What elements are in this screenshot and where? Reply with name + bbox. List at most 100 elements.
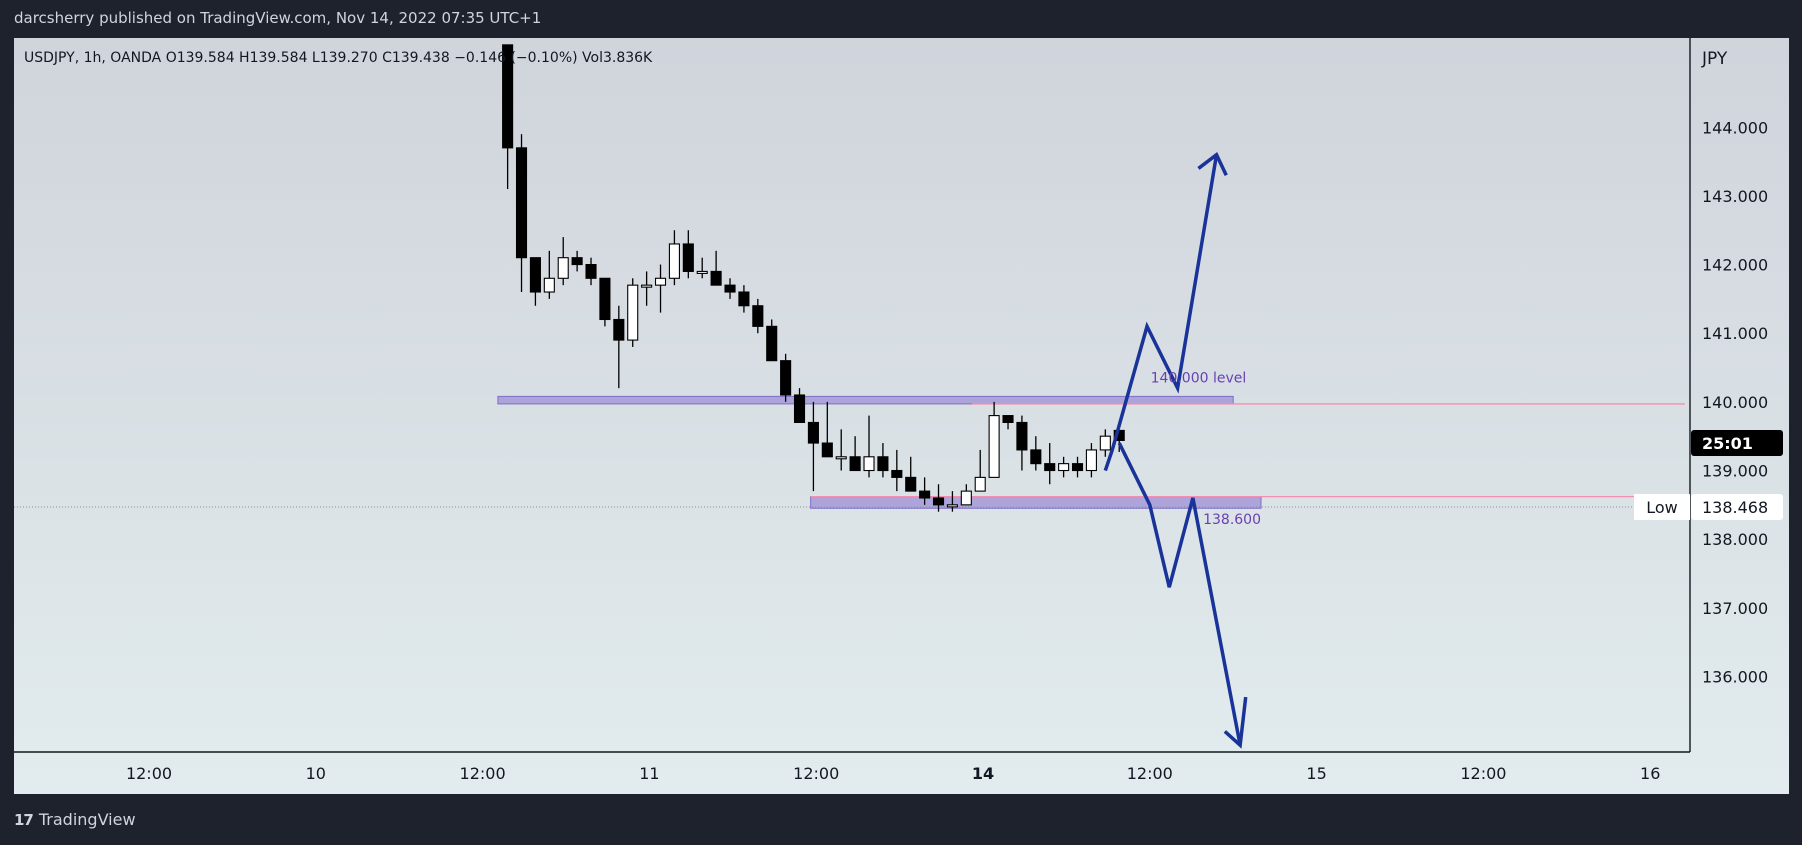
candle[interactable]: [682, 230, 694, 279]
candle[interactable]: [891, 449, 903, 492]
tradingview-logo-icon: 17: [14, 810, 34, 829]
candle-body-bullish: [654, 277, 667, 286]
candle-body-bullish: [696, 270, 708, 274]
candle[interactable]: [696, 257, 708, 279]
price-badge-text: 25:01: [1702, 434, 1753, 453]
candle-body-bearish: [515, 147, 528, 259]
candle[interactable]: [919, 477, 931, 505]
candle[interactable]: [543, 250, 555, 299]
candle-body-bearish: [766, 325, 778, 362]
candle[interactable]: [599, 277, 611, 327]
candle[interactable]: [557, 237, 569, 286]
candle[interactable]: [946, 491, 958, 512]
candle[interactable]: [1002, 415, 1014, 430]
candle-body-bearish: [905, 476, 917, 492]
time-tick-label: 16: [1640, 764, 1660, 783]
candle[interactable]: [960, 484, 972, 506]
publish-caption: darcsherry published on TradingView.com,…: [14, 9, 542, 27]
candle[interactable]: [974, 449, 986, 492]
candle[interactable]: [1016, 415, 1028, 471]
level-annotation-label: 138.600: [1203, 512, 1261, 528]
candle[interactable]: [821, 401, 833, 458]
candle-body-bullish: [988, 415, 1000, 478]
candle[interactable]: [613, 305, 625, 389]
price-axis-badge[interactable]: Low 138.468: [1634, 494, 1783, 521]
candle-body-bullish: [557, 257, 569, 279]
candle[interactable]: [1058, 456, 1070, 478]
time-axis[interactable]: 12:00 10 12:00 11 12:00 14 12:00 15 12:00 16: [126, 764, 1660, 783]
price-axis-badge[interactable]: 25:01: [1691, 430, 1783, 457]
bullish-projection-arrow[interactable]: [1103, 154, 1219, 472]
candle-body-bullish: [960, 490, 972, 506]
candle[interactable]: [1099, 429, 1111, 457]
candle[interactable]: [571, 250, 583, 272]
candle[interactable]: [1044, 443, 1056, 485]
arrow-head: [1197, 152, 1228, 177]
candle[interactable]: [627, 278, 639, 347]
candle-body-bearish: [613, 318, 625, 341]
candle[interactable]: [793, 388, 806, 424]
candle[interactable]: [1085, 443, 1097, 478]
candle[interactable]: [654, 264, 667, 313]
chart-canvas[interactable]: 140.000 level 138.600 136.000 137.000 138.0…: [14, 38, 1789, 794]
candle-body-bearish: [932, 497, 945, 506]
candle-body-bullish: [668, 243, 680, 279]
time-tick-label: 14: [972, 764, 994, 783]
candle[interactable]: [780, 353, 792, 402]
candle[interactable]: [515, 134, 528, 293]
price-tick-label: 144.000: [1702, 118, 1768, 137]
candle-body-bullish: [863, 456, 875, 472]
chart-frame[interactable]: 140.000 level 138.600 136.000 137.000 138.0…: [14, 38, 1789, 794]
candle-body-bearish: [821, 442, 833, 458]
candle-body-bearish: [1002, 415, 1014, 424]
candle[interactable]: [1071, 456, 1084, 478]
candle-body-bearish: [710, 270, 722, 286]
candle-body-bearish: [1030, 449, 1042, 465]
candle-body-bullish: [946, 504, 958, 508]
candle[interactable]: [835, 429, 847, 471]
level-annotation-label: 140.000 level: [1151, 371, 1247, 387]
candle-body-bearish: [724, 284, 736, 293]
candle-body-bearish: [738, 291, 750, 307]
candle[interactable]: [932, 484, 945, 512]
candle-body-bearish: [919, 490, 931, 499]
candle[interactable]: [1030, 436, 1042, 471]
candle[interactable]: [724, 278, 736, 299]
candle[interactable]: [905, 456, 917, 492]
candle[interactable]: [766, 319, 778, 362]
candle-body-bearish: [585, 264, 597, 279]
symbol-info-line: USDJPY, 1h, OANDA O139.584 H139.584 L139…: [24, 50, 653, 66]
time-tick-label: 12:00: [1460, 764, 1506, 783]
candle[interactable]: [585, 257, 597, 286]
candle[interactable]: [502, 44, 514, 190]
candle-body-bullish: [1058, 463, 1070, 472]
candle-body-bearish: [599, 277, 611, 321]
candle[interactable]: [849, 436, 861, 472]
candle[interactable]: [529, 257, 541, 306]
currency-label: JPY: [1701, 49, 1728, 69]
candle-body-bearish: [571, 257, 583, 266]
low-tag-background: [1634, 494, 1690, 521]
candle[interactable]: [641, 271, 653, 306]
candle-body-bearish: [1016, 421, 1028, 451]
candle[interactable]: [738, 285, 750, 313]
candle[interactable]: [752, 298, 764, 334]
candle[interactable]: [863, 415, 875, 478]
candle[interactable]: [710, 250, 722, 286]
candle[interactable]: [668, 230, 680, 286]
time-tick-label: 12:00: [126, 764, 172, 783]
candle[interactable]: [988, 401, 1000, 478]
candle-body-bearish: [780, 360, 792, 396]
candle-body-bullish: [641, 284, 653, 288]
arrow-head: [1223, 696, 1248, 749]
support-resistance-zone[interactable]: [497, 395, 1234, 405]
price-axis[interactable]: 136.000 137.000 138.000 139.000 140.000 141.0…: [1634, 118, 1783, 686]
candle-body-bearish: [793, 394, 806, 424]
bearish-projection-arrow[interactable]: [1117, 442, 1242, 746]
tradingview-brand[interactable]: 17 TradingView: [14, 810, 136, 829]
candle-body-bearish: [877, 456, 889, 472]
candle[interactable]: [807, 401, 819, 492]
candle[interactable]: [877, 443, 889, 478]
candle-body-bearish: [752, 305, 764, 327]
price-tick-label: 143.000: [1702, 187, 1768, 206]
